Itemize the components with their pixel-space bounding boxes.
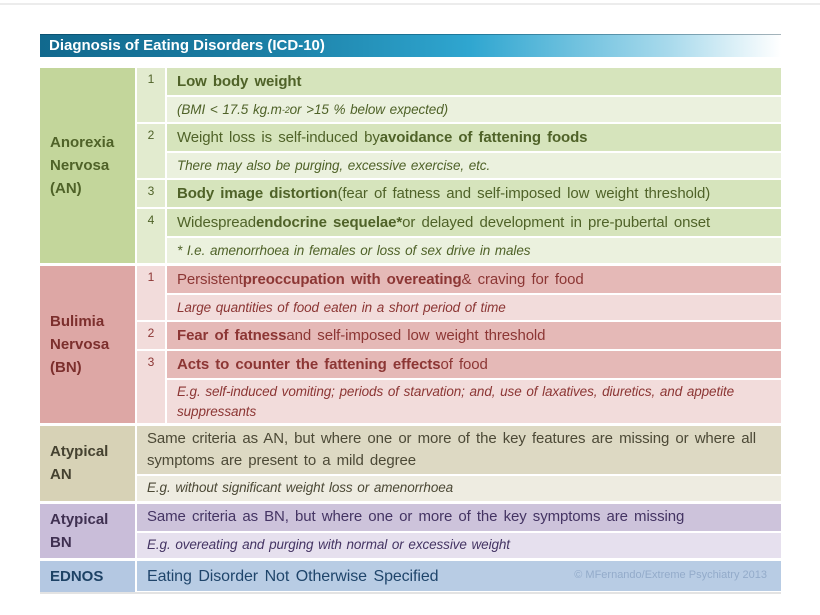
criterion-number: 2 — [137, 124, 165, 178]
section-label-text: Atypical BN — [50, 510, 109, 551]
section-atypical-an: Atypical AN Same criteria as AN, but wher… — [40, 426, 781, 501]
criterion-number: 4 — [137, 209, 165, 263]
criterion-group-2: 2 Fear of fatness and self-imposed low we… — [137, 322, 781, 349]
section-bulimia-nervosa: Bulimia Nervosa (BN) 1 Persistent preoccup… — [40, 266, 781, 424]
section-label-atypical-an: Atypical AN — [40, 426, 135, 501]
section-atypical-bn: Atypical BN Same criteria as BN, but wher… — [40, 503, 781, 559]
criterion-text-row: Persistent preoccupation with overeating… — [167, 266, 781, 293]
criterion-note-row: Large quantities of food eaten in a shor… — [167, 295, 781, 320]
criterion-text-row: Fear of fatness and self-imposed low wei… — [167, 322, 781, 349]
section-text-row: Same criteria as AN, but where one or mo… — [137, 426, 781, 474]
section-text: Same criteria as AN, but where one or mo… — [147, 430, 756, 469]
section-body-atypical-an: Same criteria as AN, but where one or mo… — [137, 426, 781, 501]
criterion-rows: Acts to counter the fattening effects of… — [167, 351, 781, 424]
page-title: Diagnosis of Eating Disorders (ICD-10) — [49, 37, 325, 54]
criterion-rows: Weight loss is self-induced by avoidance… — [167, 124, 781, 178]
criterion-group-2: 2 Weight loss is self-induced by avoidanc… — [137, 124, 781, 178]
section-label-atypical-bn: Atypical BN — [40, 503, 135, 559]
criterion-text-row: Widespread endocrine sequelae* or delaye… — [167, 209, 781, 236]
section-label-ednos: EDNOS — [40, 561, 135, 593]
section-text: Eating Disorder Not Otherwise Specified — [147, 567, 439, 585]
criterion-group-3: 3 Body image distortion (fear of fatness … — [137, 180, 781, 207]
section-body-atypical-bn: Same criteria as BN, but where one or mo… — [137, 503, 781, 559]
section-body-anorexia-nervosa: 1 Low body weight (BMI < 17.5 kg.m -2 or >1… — [137, 68, 781, 263]
slide-top-border — [0, 3, 820, 5]
section-label-text: Atypical AN — [50, 443, 109, 484]
section-label-bulimia-nervosa: Bulimia Nervosa (BN) — [40, 266, 135, 424]
criterion-group-3: 3 Acts to counter the fattening effects o… — [137, 351, 781, 424]
section-body-ednos: Eating Disorder Not Otherwise Specified ©… — [137, 561, 781, 592]
criterion-text-row: Low body weight — [167, 68, 781, 95]
diagnosis-table: Anorexia Nervosa (AN) 1 Low body weight (BM… — [40, 68, 781, 595]
criterion-rows: Body image distortion (fear of fatness a… — [167, 180, 781, 207]
criterion-number: 1 — [137, 266, 165, 320]
criterion-rows: Persistent preoccupation with overeating… — [167, 266, 781, 320]
section-text-row: Eating Disorder Not Otherwise Specified ©… — [137, 561, 781, 592]
section-ednos: EDNOS Eating Disorder Not Otherwise Speci… — [40, 561, 781, 593]
criterion-group-4: 4 Widespread endocrine sequelae* or delay… — [137, 209, 781, 263]
section-text: Same criteria as BN, but where one or mo… — [147, 508, 685, 526]
criterion-text-row: Weight loss is self-induced by avoidance… — [167, 124, 781, 151]
criterion-note-row: * I.e. amenorrhoea in females or loss of… — [167, 238, 781, 263]
section-label-text: EDNOS — [50, 568, 104, 586]
criterion-number: 3 — [137, 351, 165, 424]
criterion-group-1: 1 Persistent preoccupation with overeatin… — [137, 266, 781, 320]
criterion-number: 3 — [137, 180, 165, 207]
criterion-text-row: Acts to counter the fattening effects of… — [167, 351, 781, 378]
slide-title-bar: Diagnosis of Eating Disorders (ICD-10) — [40, 34, 781, 57]
copyright-credit: © MFernando/Extreme Psychiatry 2013 — [574, 569, 767, 582]
criterion-note-row: (BMI < 17.5 kg.m -2 or >15 % below expect… — [167, 97, 781, 122]
section-label-text: Bulimia Nervosa (BN) — [50, 312, 110, 377]
criterion-number: 2 — [137, 322, 165, 349]
section-note-row: E.g. without significant weight loss or … — [137, 475, 781, 501]
section-anorexia-nervosa: Anorexia Nervosa (AN) 1 Low body weight (BM… — [40, 68, 781, 263]
section-text-row: Same criteria as BN, but where one or mo… — [137, 503, 781, 531]
section-note-row: E.g. overeating and purging with normal … — [137, 532, 781, 558]
criterion-note-row: There may also be purging, excessive exe… — [167, 153, 781, 178]
criterion-text-row: Body image distortion (fear of fatness a… — [167, 180, 781, 207]
section-label-text: Anorexia Nervosa (AN) — [50, 133, 115, 198]
criterion-rows: Low body weight (BMI < 17.5 kg.m -2 or >15… — [167, 68, 781, 122]
criterion-group-1: 1 Low body weight (BMI < 17.5 kg.m -2 or >1… — [137, 68, 781, 122]
criterion-rows: Widespread endocrine sequelae* or delaye… — [167, 209, 781, 263]
criterion-rows: Fear of fatness and self-imposed low wei… — [167, 322, 781, 349]
criterion-number: 1 — [137, 68, 165, 122]
section-label-anorexia-nervosa: Anorexia Nervosa (AN) — [40, 68, 135, 263]
criterion-note-row: E.g. self-induced vomiting; periods of s… — [167, 380, 781, 424]
section-body-bulimia-nervosa: 1 Persistent preoccupation with overeatin… — [137, 266, 781, 424]
